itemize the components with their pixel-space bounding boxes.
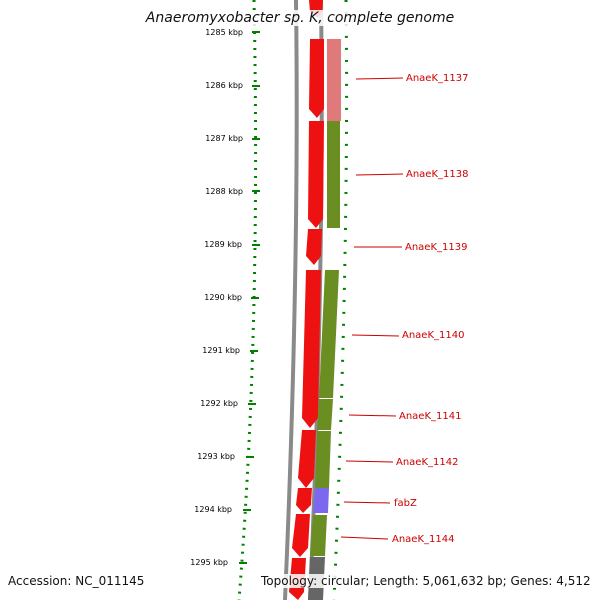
gene-arrow[interactable] xyxy=(296,488,312,513)
topology-text: Topology: circular; Length: 5,061,632 bp… xyxy=(261,574,591,588)
ruler-ticks: 1285 kbp 1286 kbp 1287 kbp 1288 kbp 1289… xyxy=(190,28,260,567)
cog-box-olive[interactable] xyxy=(317,399,333,430)
ruler-label: 1291 kbp xyxy=(202,346,240,355)
ruler-label: 1294 kbp xyxy=(194,505,232,514)
gene-arrow[interactable] xyxy=(309,39,324,118)
ruler-tick: 1294 kbp xyxy=(194,505,251,514)
leader-line xyxy=(340,536,389,540)
leader-line xyxy=(348,414,397,417)
cog-box-olive[interactable] xyxy=(315,431,331,488)
gene-label[interactable]: AnaeK_1138 xyxy=(406,169,468,180)
ruler-label: 1286 kbp xyxy=(205,81,243,90)
gene-label[interactable]: AnaeK_1137 xyxy=(406,73,468,84)
ruler-tick: 1290 kbp xyxy=(204,293,259,302)
leader-line xyxy=(345,460,394,463)
ruler-label: 1285 kbp xyxy=(205,28,243,37)
ruler-tick: 1288 kbp xyxy=(205,187,260,196)
gene-arrow[interactable] xyxy=(298,430,316,488)
accession-text: Accession: NC_011145 xyxy=(8,574,145,588)
cog-box-pink[interactable] xyxy=(327,39,341,121)
leader-line xyxy=(355,173,404,176)
gene-label[interactable]: AnaeK_1144 xyxy=(392,534,454,545)
cog-box-olive[interactable] xyxy=(327,121,340,228)
ruler-tick: 1286 kbp xyxy=(205,81,260,90)
ruler-tick: 1295 kbp xyxy=(190,558,247,567)
cog-box-purple[interactable] xyxy=(313,488,329,513)
forward-genes xyxy=(289,0,324,600)
gene-label[interactable]: AnaeK_1142 xyxy=(396,457,458,468)
gene-arrow[interactable] xyxy=(302,270,321,428)
ruler-tick: 1293 kbp xyxy=(197,452,254,461)
ruler-label: 1287 kbp xyxy=(205,134,243,143)
cog-box-olive[interactable] xyxy=(319,270,339,398)
ruler-label: 1295 kbp xyxy=(190,558,228,567)
gene-arrow[interactable] xyxy=(308,121,324,228)
gene-labels: AnaeK_1137 AnaeK_1138 AnaeK_1139 AnaeK_1… xyxy=(340,73,468,545)
ruler-label: 1293 kbp xyxy=(197,452,235,461)
ruler-label: 1292 kbp xyxy=(200,399,238,408)
ruler-label: 1288 kbp xyxy=(205,187,243,196)
gene-label[interactable]: AnaeK_1141 xyxy=(399,411,461,422)
ruler-tick: 1285 kbp xyxy=(205,28,260,37)
map-title: Anaeromyxobacter sp. K, complete genome xyxy=(0,10,600,26)
leader-line xyxy=(351,334,400,337)
ruler-tick: 1289 kbp xyxy=(204,240,260,249)
ruler-label: 1289 kbp xyxy=(204,240,242,249)
cog-box-olive[interactable] xyxy=(310,515,327,556)
leader-line xyxy=(355,77,404,80)
ruler-tick: 1291 kbp xyxy=(202,346,258,355)
gene-label[interactable]: fabZ xyxy=(394,498,417,509)
gene-label[interactable]: AnaeK_1140 xyxy=(402,330,464,341)
ruler-label: 1290 kbp xyxy=(204,293,242,302)
ruler-tick: 1292 kbp xyxy=(200,399,256,408)
ruler-tick: 1287 kbp xyxy=(205,134,260,143)
backbone-outer xyxy=(283,0,299,600)
leader-line xyxy=(343,501,391,504)
gene-label[interactable]: AnaeK_1139 xyxy=(405,242,467,253)
gene-arrow[interactable] xyxy=(306,229,322,265)
gene-arrow[interactable] xyxy=(292,514,310,557)
